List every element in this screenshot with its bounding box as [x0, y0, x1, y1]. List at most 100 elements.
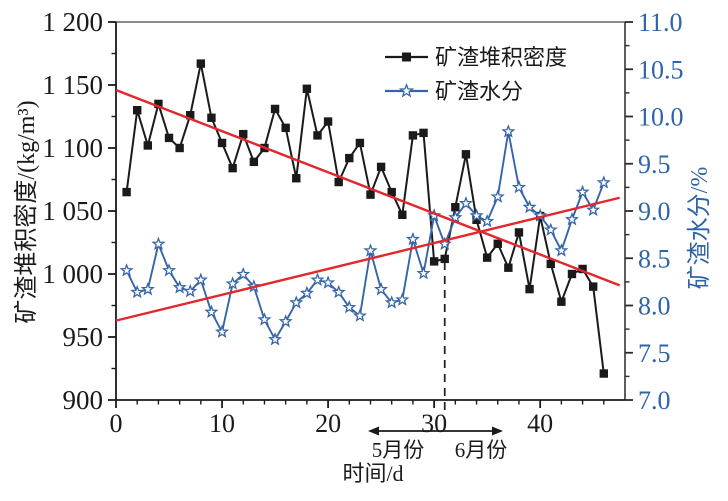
moisture-line: [125, 131, 605, 342]
density-marker: [292, 174, 301, 183]
x-tick-label: 10: [209, 409, 235, 438]
moisture-marker: [257, 312, 272, 326]
moisture-marker: [405, 231, 421, 246]
density-marker: [345, 153, 354, 163]
y-axis-left-title: 矿渣堆积密度/(kg/m³): [13, 100, 40, 323]
moisture-marker: [448, 210, 463, 224]
y-right-tick-label: 10.0: [638, 103, 684, 132]
density-marker: [122, 187, 131, 197]
moisture-marker: [501, 124, 516, 138]
density-marker: [578, 264, 587, 274]
y-left-tick-label: 900: [63, 385, 104, 415]
moisture-marker: [161, 263, 177, 277]
density-marker: [281, 123, 290, 133]
x-axis-title: 时间/d: [342, 461, 403, 486]
density-marker: [599, 369, 608, 378]
moisture-marker: [193, 272, 208, 287]
y-left-tick-label: 1 050: [42, 196, 103, 226]
x-tick-label: 0: [110, 409, 123, 438]
moisture-marker: [575, 184, 590, 199]
moisture-marker: [543, 222, 558, 236]
moisture-marker: [384, 295, 399, 309]
moisture-marker: [299, 285, 314, 300]
density-marker: [366, 190, 375, 199]
moisture-marker: [320, 275, 336, 289]
moisture-trend-line: [115, 196, 620, 322]
moisture-marker: [214, 324, 230, 338]
density-marker: [270, 104, 280, 114]
density-marker: [482, 253, 492, 262]
y-left-tick-label: 1 000: [42, 259, 103, 289]
density-marker: [493, 239, 502, 248]
moisture-marker: [140, 281, 155, 296]
y-right-tick-label: 7.5: [638, 339, 671, 368]
moisture-series: [119, 124, 611, 346]
y-right-tick-label: 7.0: [638, 386, 671, 415]
moisture-marker: [172, 280, 187, 294]
moisture-marker: [596, 175, 611, 189]
moisture-marker: [119, 263, 134, 277]
density-marker: [387, 187, 396, 197]
moisture-marker: [289, 295, 304, 309]
density-marker: [228, 163, 237, 173]
moisture-marker: [511, 179, 527, 194]
moisture-marker: [130, 284, 145, 299]
moisture-marker: [352, 308, 367, 322]
legend-item: 矿渣水分: [385, 79, 523, 104]
moisture-marker: [183, 283, 198, 298]
density-marker: [472, 215, 481, 225]
moisture-marker: [278, 314, 293, 328]
density-marker: [154, 99, 163, 109]
y-right-tick-label: 10.5: [638, 55, 684, 84]
density-marker: [504, 263, 513, 272]
legend-label: 矿渣堆积密度: [435, 45, 567, 70]
arrow-left-icon: [368, 426, 379, 436]
y-right-tick-label: 8.0: [638, 292, 671, 321]
moisture-marker: [310, 272, 325, 287]
density-marker: [186, 111, 195, 120]
y-right-tick-label: 8.5: [638, 244, 671, 273]
density-marker: [461, 150, 471, 159]
density-marker: [546, 259, 555, 269]
y-axis-left-ticks: 900 950 1 000 1 050 1 100 1 150 1 200: [42, 7, 116, 415]
legend-label: 矿渣水分: [435, 79, 523, 104]
moisture-marker: [416, 265, 431, 280]
density-marker: [217, 138, 227, 148]
density-marker: [408, 131, 418, 140]
moisture-marker: [586, 202, 601, 217]
x-tick-label: 20: [315, 409, 341, 438]
x-tick-label: 30: [421, 409, 447, 438]
x-axis-ticks: 0 10 20 30 40: [110, 400, 605, 438]
density-marker: [249, 157, 259, 167]
density-marker: [175, 143, 184, 153]
moisture-marker: [267, 332, 283, 346]
y-right-tick-label: 9.5: [638, 150, 671, 179]
arrow-right-icon: [492, 426, 503, 436]
y-left-tick-label: 1 150: [42, 70, 103, 100]
y-left-tick-label: 950: [63, 322, 104, 352]
y-axis-right-title: 矿渣水分/%: [686, 167, 713, 290]
density-marker: [514, 228, 524, 237]
moisture-marker: [331, 284, 346, 299]
june-label: 6月份: [455, 438, 508, 462]
moisture-marker: [395, 292, 410, 306]
moisture-marker: [490, 189, 505, 203]
y-axis-right-ticks: 7.0 7.5 8.0 8.5 9.0 9.5 10.0 10.5 11.0: [625, 8, 684, 415]
moisture-marker: [342, 299, 357, 314]
density-marker: [302, 84, 312, 93]
density-marker: [429, 257, 439, 266]
density-marker: [451, 203, 460, 212]
legend-square-icon: [402, 52, 411, 62]
legend-item: 矿渣堆积密度: [385, 45, 567, 70]
moisture-marker: [554, 243, 569, 257]
density-marker: [133, 106, 142, 115]
moisture-marker: [522, 199, 537, 214]
density-marker: [207, 113, 216, 122]
density-marker: [239, 129, 248, 139]
density-marker: [143, 141, 153, 150]
moisture-marker: [469, 208, 484, 222]
density-series: [122, 59, 608, 378]
